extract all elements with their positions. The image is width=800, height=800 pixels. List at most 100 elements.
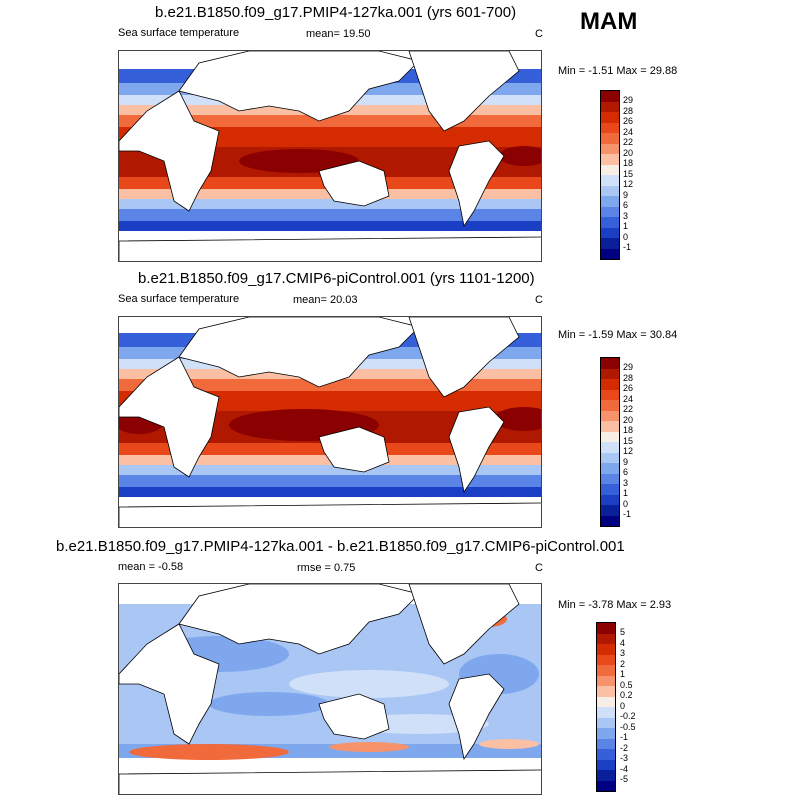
panel3-colorbar-swatch — [597, 623, 615, 634]
colorbar-tick-label: 22 — [623, 404, 634, 414]
colorbar-tick-label: 0 — [620, 701, 626, 711]
colorbar-tick-label: 15 — [623, 436, 634, 446]
panel2-colorbar-swatch — [601, 505, 619, 516]
panel1-units: C — [535, 28, 543, 40]
panel3-colorbar-swatch — [597, 728, 615, 739]
panel1-colorbar-swatch — [601, 101, 619, 112]
panel2-variable-label: Sea surface temperature — [118, 293, 240, 305]
panel2-colorbar-swatch — [601, 368, 619, 379]
panel2-colorbar-swatch — [601, 494, 619, 505]
colorbar-tick-label: 3 — [620, 648, 626, 658]
panel1-colorbar-swatch — [601, 154, 619, 165]
colorbar-tick-label: 28 — [623, 106, 634, 116]
panel3-colorbar-swatch — [597, 759, 615, 770]
panel3-colorbar-swatch — [597, 696, 615, 707]
panel1-map-svg — [119, 51, 541, 261]
colorbar-tick-label: 24 — [623, 127, 634, 137]
panel1-colorbar-swatch — [601, 175, 619, 186]
panel3-colorbar — [596, 622, 616, 792]
panel2-colorbar-swatch — [601, 389, 619, 400]
colorbar-tick-label: -5 — [620, 774, 629, 784]
colorbar-tick-label: 18 — [623, 425, 634, 435]
panel3-mean: mean = -0.58 — [118, 561, 184, 573]
colorbar-tick-label: 6 — [623, 467, 629, 477]
panel1-colorbar-swatch — [601, 238, 619, 249]
colorbar-tick-label: -1 — [623, 242, 632, 252]
panel1-colorbar-swatch — [601, 112, 619, 123]
panel1-colorbar-swatch — [601, 133, 619, 144]
colorbar-tick-label: 20 — [623, 415, 634, 425]
panel2-map — [118, 316, 542, 528]
panel2-mean: mean= 20.03 — [293, 294, 358, 306]
panel1-map — [118, 50, 542, 262]
colorbar-tick-label: 26 — [623, 383, 634, 393]
colorbar-tick-label: 12 — [623, 179, 634, 189]
colorbar-tick-label: 1 — [620, 669, 626, 679]
colorbar-tick-label: 2 — [620, 659, 626, 669]
panel3-colorbar-swatch — [597, 633, 615, 644]
panel1-colorbar-swatch — [601, 217, 619, 228]
colorbar-tick-label: 28 — [623, 373, 634, 383]
panel2-colorbar-swatch — [601, 421, 619, 432]
panel1-colorbar-swatch — [601, 227, 619, 238]
panel3-colorbar-swatch — [597, 707, 615, 718]
panel2-map-svg — [119, 317, 541, 527]
colorbar-tick-label: 9 — [623, 190, 629, 200]
panel1-colorbar-swatch — [601, 206, 619, 217]
panel3-colorbar-swatch — [597, 675, 615, 686]
panel2-minmax: Min = -1.59 Max = 30.84 — [558, 329, 678, 341]
panel2-colorbar-swatch — [601, 484, 619, 495]
colorbar-tick-label: 6 — [623, 200, 629, 210]
colorbar-tick-label: 4 — [620, 638, 626, 648]
panel3-colorbar-swatch — [597, 780, 615, 791]
panel2-colorbar-swatch — [601, 442, 619, 453]
panel2-title: b.e21.B1850.f09_g17.CMIP6-piControl.001 … — [138, 270, 535, 287]
colorbar-tick-label: 0.2 — [620, 690, 633, 700]
colorbar-tick-label: -1 — [620, 732, 629, 742]
colorbar-tick-label: -3 — [620, 753, 629, 763]
colorbar-tick-label: 1 — [623, 221, 629, 231]
panel3-colorbar-swatch — [597, 738, 615, 749]
colorbar-tick-label: -0.2 — [620, 711, 636, 721]
panel3-colorbar-swatch — [597, 717, 615, 728]
panel3-colorbar-swatch — [597, 654, 615, 665]
colorbar-tick-label: 15 — [623, 169, 634, 179]
colorbar-tick-label: -1 — [623, 509, 632, 519]
colorbar-tick-label: 18 — [623, 158, 634, 168]
colorbar-tick-label: 5 — [620, 627, 626, 637]
panel2-colorbar-swatch — [601, 379, 619, 390]
colorbar-tick-label: 24 — [623, 394, 634, 404]
panel3-colorbar-swatch — [597, 665, 615, 676]
panel1-colorbar — [600, 90, 620, 260]
panel2-colorbar-swatch — [601, 452, 619, 463]
panel2-colorbar-swatch — [601, 463, 619, 474]
panel3-colorbar-swatch — [597, 686, 615, 697]
panel1-colorbar-swatch — [601, 185, 619, 196]
panel1-title: b.e21.B1850.f09_g17.PMIP4-127ka.001 (yrs… — [155, 4, 517, 21]
colorbar-tick-label: 29 — [623, 95, 634, 105]
panel3-colorbar-swatch — [597, 770, 615, 781]
panel2-colorbar-swatch — [601, 473, 619, 484]
colorbar-tick-label: 20 — [623, 148, 634, 158]
panel1-minmax: Min = -1.51 Max = 29.88 — [558, 65, 678, 77]
colorbar-tick-label: 12 — [623, 446, 634, 456]
colorbar-tick-label: 9 — [623, 457, 629, 467]
colorbar-tick-label: 0.5 — [620, 680, 633, 690]
colorbar-tick-label: 26 — [623, 116, 634, 126]
panel3-title: b.e21.B1850.f09_g17.PMIP4-127ka.001 - b.… — [56, 538, 625, 555]
panel2-colorbar — [600, 357, 620, 527]
panel2-colorbar-swatch — [601, 410, 619, 421]
colorbar-tick-label: -0.5 — [620, 722, 636, 732]
panel3-map — [118, 583, 542, 795]
panel3-colorbar-swatch — [597, 749, 615, 760]
panel1-variable-label: Sea surface temperature — [118, 27, 240, 39]
panel2-colorbar-swatch — [601, 431, 619, 442]
panel1-mean: mean= 19.50 — [306, 28, 371, 40]
panel3-units: C — [535, 562, 543, 574]
colorbar-tick-label: 29 — [623, 362, 634, 372]
colorbar-tick-label: -4 — [620, 764, 629, 774]
panel1-colorbar-swatch — [601, 248, 619, 259]
panel1-colorbar-swatch — [601, 143, 619, 154]
colorbar-tick-label: 3 — [623, 211, 629, 221]
colorbar-tick-label: 1 — [623, 488, 629, 498]
